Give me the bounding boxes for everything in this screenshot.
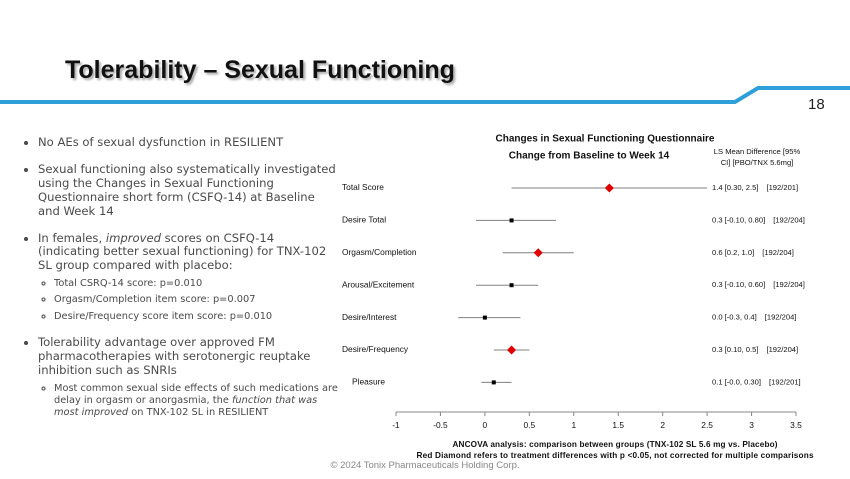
point-estimate bbox=[533, 248, 543, 258]
row-label: Desire Total bbox=[342, 215, 386, 225]
x-tick-label: -1 bbox=[392, 420, 400, 430]
n-label: [192/204] bbox=[773, 280, 805, 289]
bullet: Sexual functioning also systematically i… bbox=[38, 161, 338, 219]
bullet: No AEs of sexual dysfunction in RESILIEN… bbox=[38, 135, 338, 150]
footer: © 2024 Tonix Pharmaceuticals Holding Cor… bbox=[330, 460, 520, 471]
point-estimate bbox=[482, 315, 487, 320]
value-label: 0.1 [-0.0, 0.30] bbox=[712, 377, 761, 386]
text: Most common sexual side effects of such … bbox=[54, 382, 338, 406]
text: on TNX-102 SL in RESILIENT bbox=[128, 407, 269, 419]
point-estimate bbox=[509, 283, 514, 288]
n-label: [192/201] bbox=[766, 183, 798, 192]
sub-bullet: Total CSRQ-14 score: p=0.010 bbox=[54, 278, 338, 290]
x-tick-label: 0 bbox=[483, 420, 488, 430]
text: In females, bbox=[38, 230, 106, 245]
bullet: In females, improved scores on CSFQ-14 (… bbox=[38, 230, 338, 323]
bullet: Tolerability advantage over approved FM … bbox=[38, 334, 338, 420]
footnote: Red Diamond refers to treatment differen… bbox=[417, 451, 814, 460]
point-estimate bbox=[604, 183, 614, 193]
text: function that was most improved bbox=[54, 394, 318, 419]
chart-subtitle: Change from Baseline to Week 14 bbox=[509, 151, 670, 162]
text: scores on CSFQ-14 (indicating better sex… bbox=[38, 230, 327, 273]
header-rule bbox=[0, 86, 850, 104]
row-label: Pleasure bbox=[352, 377, 385, 387]
point-estimate bbox=[507, 345, 517, 355]
value-label: 0.0 [-0.3, 0.4] bbox=[712, 313, 757, 322]
text: Orgasm/Completion item score: p=0.007 bbox=[54, 294, 256, 306]
sub-bullet: Most common sexual side effects of such … bbox=[54, 383, 338, 420]
column-header: CI] [PBO/TNX 5.6mg] bbox=[721, 158, 794, 167]
n-label: [192/204] bbox=[773, 215, 805, 224]
text: improved bbox=[105, 230, 161, 245]
x-tick-label: 3.5 bbox=[790, 420, 802, 430]
sub-list: Most common sexual side effects of such … bbox=[38, 383, 338, 420]
page-number: 18 bbox=[808, 96, 825, 113]
x-tick-label: 1 bbox=[571, 420, 576, 430]
column-header: LS Mean Difference [95% bbox=[714, 147, 801, 156]
x-tick-label: 1.5 bbox=[612, 420, 624, 430]
value-label: 0.3 [-0.10, 0.60] bbox=[712, 280, 765, 289]
footnote: ANCOVA analysis: comparison between grou… bbox=[453, 440, 778, 449]
row-label: Orgasm/Completion bbox=[342, 247, 417, 257]
value-label: 1.4 [0.30, 2.5] bbox=[712, 183, 758, 192]
n-label: [192/204] bbox=[765, 313, 797, 322]
value-label: 0.3 [-0.10, 0.80] bbox=[712, 215, 765, 224]
value-label: 0.3 [0.10, 0.5] bbox=[712, 345, 758, 354]
text: Tolerability advantage over approved FM … bbox=[38, 334, 311, 377]
row-label: Total Score bbox=[342, 182, 384, 192]
sub-bullet: Desire/Frequency score item score: p=0.0… bbox=[54, 311, 338, 323]
sub-list: Total CSRQ-14 score: p=0.010 Orgasm/Comp… bbox=[38, 278, 338, 323]
point-estimate bbox=[509, 218, 514, 223]
slide-title: Tolerability – Sexual Functioning bbox=[65, 56, 455, 84]
text: Total CSRQ-14 score: p=0.010 bbox=[54, 278, 203, 290]
n-label: [192/204] bbox=[766, 345, 798, 354]
text: Sexual functioning also systematically i… bbox=[38, 161, 336, 218]
sub-bullet: Orgasm/Completion item score: p=0.007 bbox=[54, 294, 338, 306]
text: No AEs of sexual dysfunction in RESILIEN… bbox=[38, 135, 284, 149]
bullet-list: No AEs of sexual dysfunction in RESILIEN… bbox=[22, 135, 338, 432]
value-label: 0.6 [0.2, 1.0] bbox=[712, 248, 754, 257]
point-estimate bbox=[491, 380, 496, 385]
row-label: Desire/Frequency bbox=[342, 344, 409, 354]
chart-title: Changes in Sexual Functioning Questionna… bbox=[496, 134, 715, 145]
n-label: [192/201] bbox=[769, 377, 801, 386]
n-label: [192/204] bbox=[762, 248, 794, 257]
row-label: Desire/Interest bbox=[342, 312, 397, 322]
x-tick-label: 2.5 bbox=[701, 420, 713, 430]
row-label: Arousal/Excitement bbox=[342, 279, 415, 289]
x-tick-label: -0.5 bbox=[433, 420, 448, 430]
x-tick-label: 2 bbox=[660, 420, 665, 430]
text: Desire/Frequency score item score: p=0.0… bbox=[54, 310, 273, 322]
x-tick-label: 0.5 bbox=[524, 420, 536, 430]
x-tick-label: 3 bbox=[749, 420, 754, 430]
